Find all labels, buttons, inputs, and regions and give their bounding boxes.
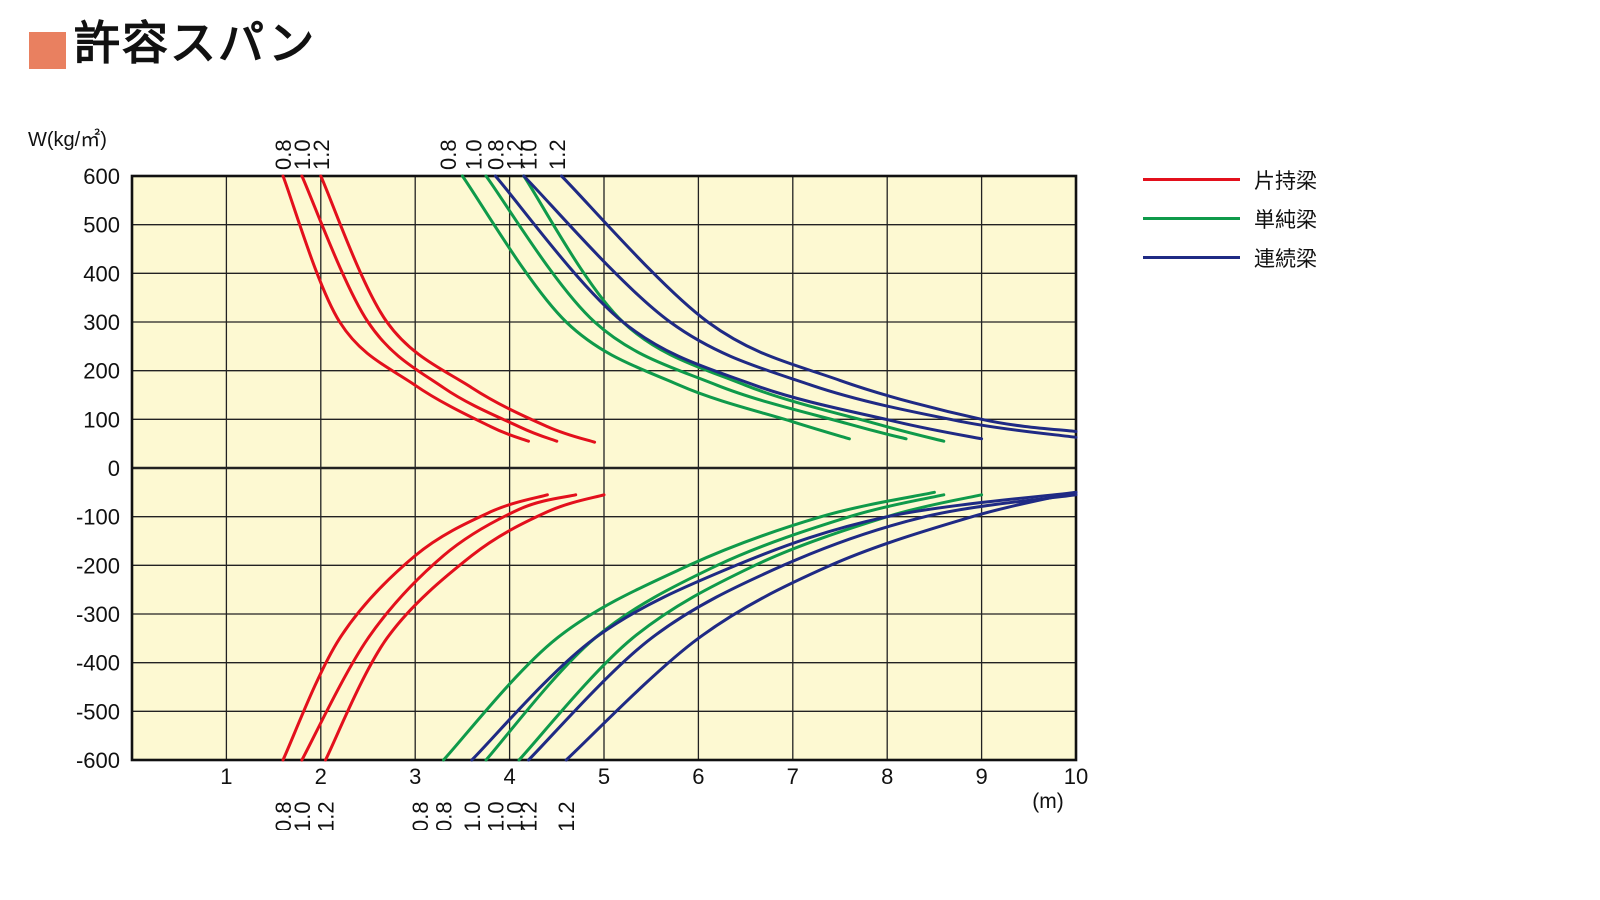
plot-border: [130, 174, 1078, 762]
y-axis-title: W(kg/㎡): [28, 127, 107, 151]
curve-label-bottom: 0.8: [432, 801, 457, 830]
y-tick-label: 600: [83, 164, 120, 189]
x-tick-label: 6: [692, 764, 704, 789]
x-tick-label: 7: [787, 764, 799, 789]
legend-item: 単純梁: [1143, 199, 1317, 238]
curve-label-top: 1.0: [462, 139, 487, 170]
series-curve: [517, 493, 984, 762]
curve-label-top: 1.0: [516, 139, 541, 170]
series-curve: [522, 174, 1078, 439]
y-tick-label: -400: [76, 651, 120, 676]
y-tick-label: -200: [76, 553, 120, 578]
y-tick-label: 400: [83, 261, 120, 286]
series-curve: [460, 174, 851, 441]
y-tick-label: -600: [76, 748, 120, 773]
legend-swatch: [1143, 217, 1240, 220]
series-curve: [442, 490, 936, 762]
span-chart: 600 500 400 300 200 100 0 -100 -200 -300 -400 -500 -…: [28, 127, 1088, 830]
legend-item: 連続梁: [1143, 238, 1317, 277]
curve-label-bottom: 1.2: [314, 801, 339, 830]
curve-label-top: 0.8: [436, 139, 461, 170]
title-square: [29, 32, 66, 69]
curve-label-top: 1.2: [309, 139, 334, 170]
legend-item: 片持梁: [1143, 160, 1317, 199]
curve-label-bottom: 0.8: [271, 801, 296, 830]
x-tick-label: 9: [975, 764, 987, 789]
x-tick-label: 1: [220, 764, 232, 789]
series-curve: [281, 174, 530, 443]
curve-label-bottom: 1.0: [483, 801, 508, 830]
y-tick-label: 300: [83, 310, 120, 335]
series-curve: [281, 493, 549, 762]
y-tick-label: -100: [76, 505, 120, 530]
y-tick-label: 0: [108, 456, 120, 481]
x-tick-label: 5: [598, 764, 610, 789]
legend-label: 片持梁: [1254, 168, 1317, 193]
x-tick-label: 4: [503, 764, 515, 789]
page-title: 許容スパン: [74, 16, 317, 70]
y-tick-label: 500: [83, 213, 120, 238]
legend-label: 単純梁: [1254, 207, 1317, 232]
series-curve: [484, 493, 946, 762]
legend: 片持梁 単純梁 連続梁: [1143, 160, 1317, 277]
series-curve: [324, 493, 606, 762]
series-curve: [300, 174, 559, 443]
x-tick-label: 8: [881, 764, 893, 789]
curve-label-bottom: 1.0: [290, 801, 315, 830]
series-curve: [560, 174, 1078, 433]
curve-label-top: 1.2: [502, 139, 527, 170]
series-curve: [470, 490, 1078, 762]
series-curve: [527, 493, 1078, 762]
legend-label: 連続梁: [1254, 246, 1317, 271]
curve-label-top: 1.2: [545, 139, 570, 170]
curve-label-top: 0.8: [271, 139, 296, 170]
curve-label-top: 0.8: [483, 139, 508, 170]
curve-label-bottom: 1.0: [502, 801, 527, 830]
series-curve: [484, 174, 908, 441]
x-tick-label: 2: [315, 764, 327, 789]
legend-swatch: [1143, 256, 1240, 259]
y-tick-label: 100: [83, 407, 120, 432]
y-tick-label: 200: [83, 359, 120, 384]
series-curve: [564, 490, 1078, 762]
curve-label-bottom: 1.0: [460, 801, 485, 830]
series-curve: [319, 174, 597, 444]
series-curve: [493, 174, 984, 441]
y-tick-label: -300: [76, 602, 120, 627]
curve-label-bottom: 1.2: [554, 801, 579, 830]
x-tick-label: 3: [409, 764, 421, 789]
series-curve: [522, 174, 946, 443]
curve-label-bottom: 1.2: [516, 801, 541, 830]
curve-label-top: 1.0: [290, 139, 315, 170]
x-tick-label: 10: [1064, 764, 1088, 789]
curve-label-bottom: 0.8: [408, 801, 433, 830]
x-axis-title: (m): [1032, 790, 1063, 813]
y-tick-label: -500: [76, 699, 120, 724]
series-curve: [300, 493, 578, 762]
legend-swatch: [1143, 178, 1240, 181]
